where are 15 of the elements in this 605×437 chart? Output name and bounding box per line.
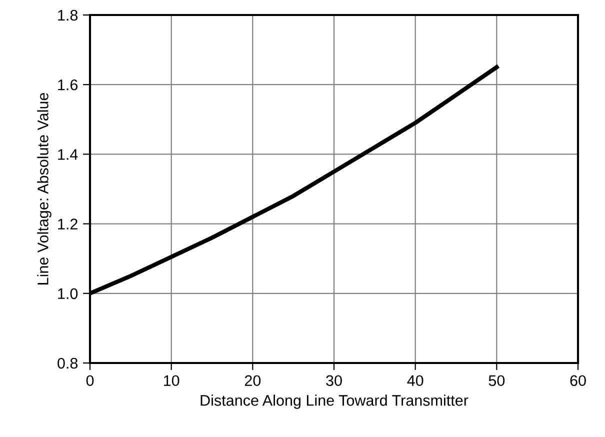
y-tick-label: 1.2 — [58, 218, 78, 230]
x-tick-label: 60 — [570, 375, 586, 386]
y-tick-label: 0.8 — [58, 358, 78, 369]
x-tick-label: 30 — [326, 375, 342, 386]
x-axis-title: Distance Along Line Toward Transmitter — [200, 394, 468, 409]
x-tick-label: 20 — [244, 375, 261, 386]
y-tick-label: 1.6 — [58, 79, 78, 90]
x-tick-label: 0 — [86, 375, 94, 386]
x-tick-label: 10 — [164, 375, 180, 386]
x-tick-label: 40 — [407, 375, 424, 386]
x-tick-label: 50 — [488, 375, 505, 386]
y-tick-label: 1.0 — [58, 288, 78, 300]
y-tick-label: 1.8 — [58, 10, 78, 21]
y-axis-title: Line Voltage: Absolute Value — [37, 92, 52, 284]
y-tick-label: 1.4 — [58, 149, 78, 160]
